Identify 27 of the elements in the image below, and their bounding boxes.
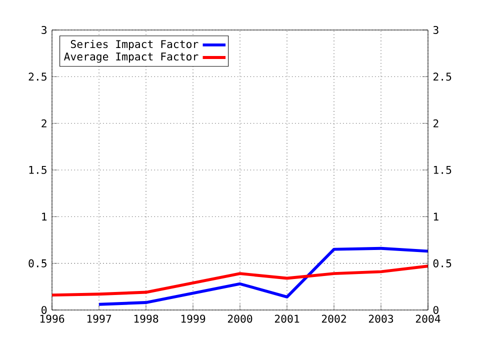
x-tick-label: 2003	[368, 314, 394, 323]
y2-tick-label: 0.5	[433, 259, 452, 268]
y-tick-label: 1.5	[29, 166, 46, 174]
y2-tick-label: 1	[434, 212, 438, 221]
x-tick-label: 2001	[274, 314, 300, 323]
y-tick-label: 2	[42, 119, 46, 128]
y-tick-label: 3	[42, 26, 46, 34]
x-tick-label: 1998	[134, 314, 158, 323]
y-tick-label: 1	[42, 212, 47, 221]
y2-tick-label: 1.5	[434, 166, 452, 174]
x-tick-label: 2000	[228, 314, 252, 323]
x-tick-label: 2004	[416, 314, 440, 323]
y2-tick-label: 2	[434, 119, 438, 128]
x-tick-label: 1997	[87, 314, 112, 323]
legend-label: Average Impact Factor	[64, 52, 198, 63]
y-tick-label: 0	[42, 306, 47, 314]
x-tick-label: 1996	[40, 314, 64, 323]
y-tick-label: 2.5	[28, 72, 46, 81]
x-tick-label: 2002	[322, 314, 346, 323]
x-tick-label: 1999	[181, 314, 206, 323]
y2-tick-label: 2.5	[434, 72, 452, 81]
line-series	[52, 264, 428, 297]
y2-tick-label: 3	[433, 26, 438, 34]
y-tick-label: 0.5	[28, 259, 46, 268]
y2-tick-label: 0	[433, 306, 438, 314]
legend-label: Series Impact Factor	[70, 40, 198, 50]
line-series	[98, 246, 428, 306]
